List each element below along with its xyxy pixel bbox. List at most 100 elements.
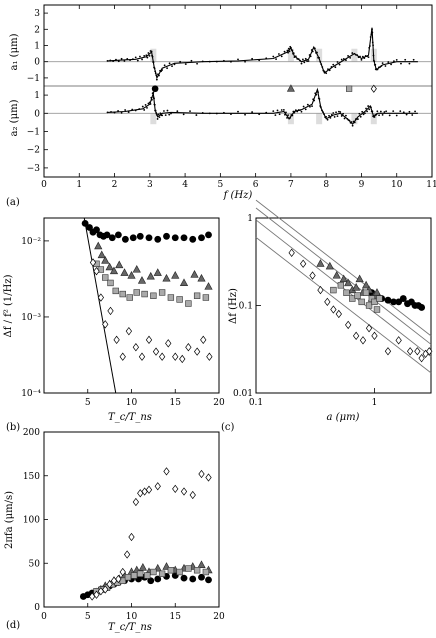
- a2-dot: [392, 110, 395, 113]
- b-y-tick-label: 10⁻³: [21, 313, 41, 323]
- square-marker: [144, 572, 151, 579]
- a2-dot: [157, 113, 160, 116]
- triangle-marker: [127, 270, 136, 279]
- circle-marker: [114, 231, 122, 239]
- a1-dot: [387, 61, 390, 63]
- a1-dot: [309, 55, 312, 58]
- triangle-marker: [355, 274, 364, 283]
- a1-dot: [272, 55, 275, 58]
- d-y-tick-label: 150: [23, 472, 40, 482]
- a2-dot: [371, 110, 374, 113]
- b-y-tick-label: 10⁻⁴: [21, 389, 41, 399]
- a1-dot: [353, 52, 356, 55]
- a2-dot: [339, 111, 342, 113]
- a2-dot: [113, 111, 116, 114]
- triangle-marker: [105, 262, 114, 271]
- diamond-marker: [93, 590, 100, 599]
- a1-dot: [408, 62, 411, 65]
- circle-marker: [205, 231, 212, 239]
- b-x-tick-label: 15: [170, 398, 182, 408]
- a2-dot: [272, 110, 275, 113]
- diamond-marker: [138, 352, 146, 361]
- a1-dot: [215, 60, 218, 63]
- a2-dot: [150, 96, 153, 99]
- a2-dot: [342, 112, 345, 115]
- a1-dot: [330, 66, 333, 68]
- square-marker: [137, 570, 144, 577]
- panel-b-ylabel: Δf / f² (1/Hz): [3, 274, 14, 337]
- a1-shade: [351, 48, 358, 62]
- panel-b-label: (b): [6, 422, 20, 433]
- a1-dot: [393, 60, 395, 63]
- a2-dot: [364, 112, 366, 115]
- a-x-tick-label: 3: [147, 180, 153, 190]
- a2-dot: [312, 98, 315, 101]
- a2-dot: [302, 105, 305, 108]
- c-x-tick-label: 1: [372, 398, 378, 408]
- a-mode-markers: [151, 84, 377, 93]
- a2-dot: [166, 109, 169, 112]
- square-marker: [193, 567, 201, 574]
- a2-dot: [376, 110, 379, 113]
- panel-b: 5 10 15 20 10⁻² 10⁻³ 10⁻⁴ Δf / f² (1/Hz) T_c/…: [3, 217, 225, 433]
- triangle-marker: [115, 260, 124, 269]
- a1-dot: [286, 49, 289, 52]
- triangle-marker: [109, 266, 119, 275]
- a2-dot: [189, 110, 191, 113]
- a2-dot: [317, 91, 319, 94]
- a1-dot: [230, 60, 232, 63]
- circle-marker: [198, 234, 205, 242]
- diamond-marker: [345, 320, 352, 330]
- square-marker: [362, 289, 370, 296]
- a2-dot: [285, 111, 287, 114]
- a2-dot: [345, 114, 347, 117]
- panel-a-frame: [43, 4, 433, 178]
- a1-dot: [145, 54, 148, 57]
- a2-dot: [365, 107, 367, 110]
- panel-d-label: (d): [6, 620, 20, 631]
- a2-dot: [251, 111, 254, 113]
- a1-dot: [184, 63, 187, 66]
- a2-dot: [411, 114, 414, 116]
- a2-dot: [330, 113, 333, 116]
- a1-dot: [371, 28, 373, 31]
- a2-dot: [313, 99, 316, 102]
- a1-dot: [157, 73, 159, 76]
- a2-dot: [322, 111, 324, 113]
- diamond-marker: [119, 352, 126, 361]
- a2-dot: [370, 106, 372, 109]
- a1-y-tick-label: 2: [34, 25, 40, 35]
- a2-dot: [286, 117, 288, 119]
- panel-a-ylabel-top: a₁ (μm): [9, 33, 20, 70]
- a2-dot: [319, 106, 322, 109]
- a2-dot: [117, 110, 119, 112]
- a1-dot: [294, 55, 297, 58]
- a1-dot: [115, 58, 117, 61]
- a1-dot: [163, 64, 166, 67]
- a-x-ticks: 0 1 2 3 4 5 6 7 8 9 10 11: [41, 5, 436, 190]
- a2-y-tick-label: −1: [27, 128, 40, 138]
- diamond-marker: [414, 347, 421, 356]
- diamond-marker: [407, 347, 414, 356]
- a1-dot: [155, 74, 158, 77]
- circle-marker: [205, 576, 212, 584]
- d-y-ticks: 200 150 100 50 0: [23, 428, 48, 613]
- a2-dot: [156, 114, 158, 117]
- a2-dot: [321, 109, 323, 112]
- diamond-marker: [198, 469, 205, 479]
- diamond-marker: [359, 336, 367, 345]
- a1-dot: [328, 69, 331, 72]
- panel-c-label: (c): [221, 422, 235, 433]
- diamond-marker: [107, 306, 114, 316]
- a1-dot: [154, 70, 157, 73]
- a2-dot: [378, 114, 380, 117]
- a2-dot: [316, 89, 319, 92]
- d-x-tick-label: 15: [170, 612, 182, 622]
- square-marker: [376, 295, 383, 302]
- a2-dot: [153, 103, 156, 106]
- square-marker: [167, 294, 175, 301]
- b-y-tick-label: 10⁻²: [21, 237, 41, 247]
- a1-dot: [244, 60, 246, 63]
- a1-dot: [340, 58, 343, 61]
- panel-b-frame: [43, 217, 220, 394]
